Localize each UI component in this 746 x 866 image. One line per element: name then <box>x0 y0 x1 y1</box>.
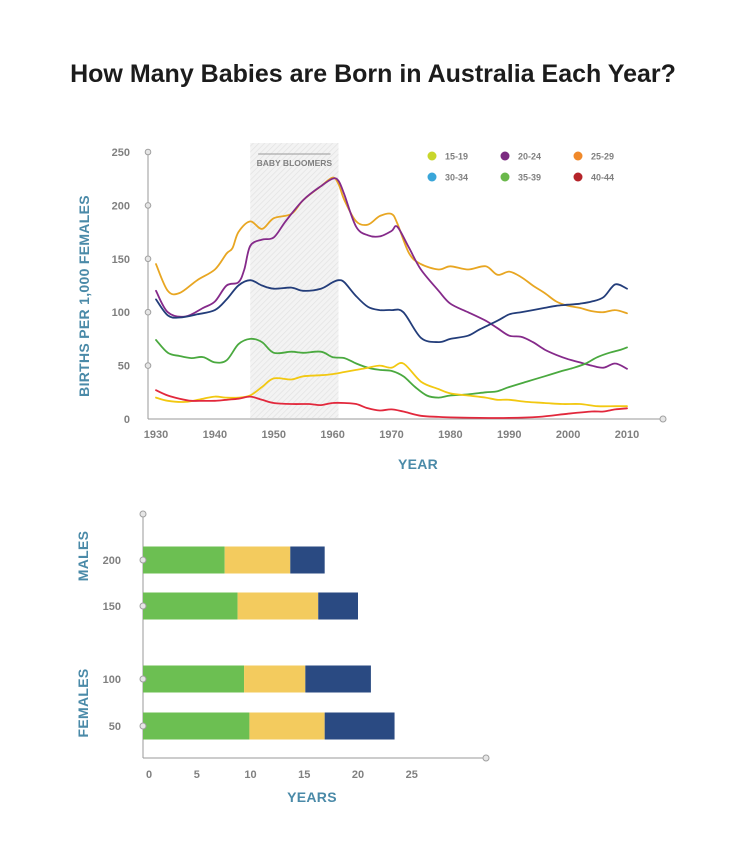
group-label-females: FEMALES <box>75 669 91 738</box>
bar-x-tick-label: 15 <box>298 769 310 781</box>
bar-x-tick-labels: 0 5 10 15 20 25 <box>146 769 418 781</box>
bar-segments <box>143 546 395 740</box>
bar-segment-yellow <box>237 592 319 620</box>
bar-row-dot <box>139 602 147 610</box>
x-tick-label: 1970 <box>379 429 403 441</box>
bar-category-label: 150 <box>103 601 121 613</box>
x-tick-label: 1980 <box>438 429 462 441</box>
y-tick-label: 50 <box>118 361 130 373</box>
bar-chart: 200 150 100 50 0 5 10 15 20 25 MALES FEMALES YEA… <box>75 510 490 805</box>
x-tick-labels: 1930 1940 1950 1960 1970 1980 1990 2000 2010 <box>144 429 639 441</box>
y-axis-dot <box>144 308 152 316</box>
bar-segment-navy <box>324 712 395 740</box>
legend-label: 20-24 <box>518 152 541 162</box>
series-line-navy <box>155 279 628 344</box>
bar-segment-navy <box>290 546 325 574</box>
legend-swatch <box>500 151 510 161</box>
y-axis-dot <box>144 148 152 156</box>
legend-label: 40-44 <box>591 173 614 183</box>
x-axis-end-dot <box>659 415 667 423</box>
bar-category-label: 100 <box>103 674 121 686</box>
bar-x-axis-title: YEARS <box>287 789 337 805</box>
series-lines <box>155 176 628 419</box>
bar-row-dot <box>139 722 147 730</box>
legend-label: 15-19 <box>445 152 468 162</box>
bar-segment-green <box>143 592 238 620</box>
baby-bloomers-band <box>250 143 339 418</box>
bar-row-dots <box>139 556 147 730</box>
y-axis-dots <box>144 148 152 369</box>
series-line-red <box>155 389 628 419</box>
bar-y-axis-top-dot <box>139 510 147 518</box>
series-line-purple <box>155 177 628 370</box>
y-axis-dot <box>144 362 152 369</box>
x-tick-label: 1940 <box>203 429 227 441</box>
legend: 15-19 20-24 25-29 30-34 35-39 40-44 <box>427 151 614 183</box>
bar-segment-green <box>143 665 245 693</box>
x-tick-label: 2010 <box>615 429 639 441</box>
bar-row-dot <box>139 556 147 564</box>
bar-x-tick-label: 10 <box>244 769 256 781</box>
bar-x-axis-end-dot <box>482 754 490 762</box>
legend-swatch <box>500 172 510 182</box>
bar-x-tick-label: 0 <box>146 769 152 781</box>
group-label-males: MALES <box>75 531 91 582</box>
y-axis-dot <box>144 202 152 209</box>
page-title: How Many Babies are Born in Australia Ea… <box>70 60 676 88</box>
x-axis-title: YEAR <box>398 456 438 472</box>
bar-segment-green <box>143 712 250 740</box>
bar-x-tick-label: 25 <box>406 769 418 781</box>
y-tick-label: 0 <box>124 414 130 426</box>
x-tick-label: 1930 <box>144 429 168 441</box>
series-line-orange <box>155 176 628 315</box>
legend-swatch <box>573 151 583 161</box>
y-tick-labels: 0 50 100 150 200 250 <box>112 147 130 426</box>
bar-segment-yellow <box>244 665 306 693</box>
legend-label: 35-39 <box>518 173 541 183</box>
bar-segment-navy <box>318 592 358 620</box>
y-tick-label: 250 <box>112 147 130 159</box>
legend-swatch <box>427 151 437 161</box>
bar-segment-navy <box>305 665 371 693</box>
bar-category-label: 50 <box>109 721 121 733</box>
bar-segment-yellow <box>224 546 291 574</box>
legend-label: 30-34 <box>445 173 468 183</box>
legend-swatch <box>427 172 437 182</box>
y-tick-label: 200 <box>112 200 130 212</box>
legend-swatch <box>573 172 583 182</box>
bar-segment-yellow <box>249 712 325 740</box>
y-tick-label: 100 <box>112 307 130 319</box>
x-tick-label: 2000 <box>556 429 580 441</box>
y-tick-label: 150 <box>112 254 130 266</box>
y-axis-dot <box>144 255 152 263</box>
bar-x-tick-label: 20 <box>352 769 364 781</box>
bar-category-label: 200 <box>103 555 121 567</box>
bar-x-tick-label: 5 <box>194 769 200 781</box>
series-line-green <box>155 337 628 399</box>
x-tick-label: 1960 <box>320 429 344 441</box>
x-tick-label: 1950 <box>262 429 286 441</box>
series-line-yellow <box>155 362 628 408</box>
bar-category-labels: 200 150 100 50 <box>103 555 121 733</box>
x-tick-label: 1990 <box>497 429 521 441</box>
bar-row-dot <box>139 675 147 683</box>
legend-label: 25-29 <box>591 152 614 162</box>
bar-segment-green <box>143 546 225 574</box>
baby-bloomers-label: BABY BLOOMERS <box>257 158 333 168</box>
y-axis-title: BIRTHS PER 1,000 FEMALES <box>76 195 92 397</box>
